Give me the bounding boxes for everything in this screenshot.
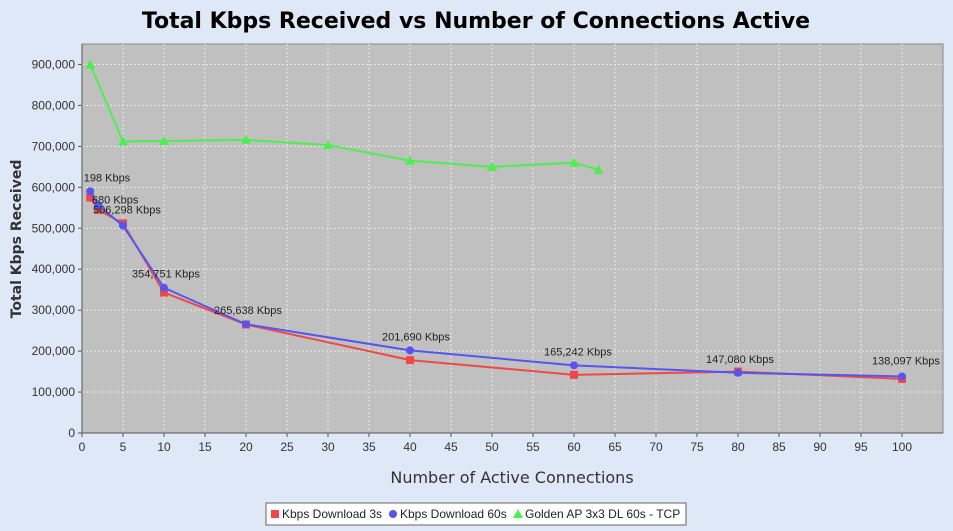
x-axis-label: Number of Active Connections	[390, 468, 633, 487]
series-point	[85, 59, 96, 69]
series-point	[86, 193, 95, 202]
x-tick-label: 35	[362, 440, 376, 454]
series-point	[242, 320, 250, 329]
series-point	[159, 136, 169, 146]
series-point	[405, 155, 415, 165]
y-tick-label: 800,000	[32, 98, 76, 112]
x-tick-label: 25	[280, 440, 294, 454]
x-tick-label: 15	[198, 440, 212, 454]
y-tick-label: 200,000	[32, 344, 76, 358]
data-label: 506,298 Kbps	[93, 205, 161, 217]
legend-marker	[513, 509, 523, 518]
legend-box	[265, 502, 687, 526]
data-label: 165,242 Kbps	[544, 346, 612, 358]
series-point	[118, 136, 128, 146]
x-tick-label: 45	[444, 440, 458, 454]
plot-area	[81, 43, 944, 434]
series-point	[570, 361, 578, 370]
series-point	[570, 370, 578, 379]
y-tick-label: 600,000	[32, 180, 76, 194]
axes: 0 5 10 15 20 25 30 35 40 45 50 55 60 65 70 75 80 85 90 95 10…	[32, 44, 943, 454]
data-label: 138,097 Kbps	[872, 355, 940, 367]
x-tick-label: 75	[690, 440, 704, 454]
x-tick-label: 55	[526, 440, 540, 454]
series-point	[593, 164, 604, 174]
x-tick-label: 85	[772, 440, 786, 454]
x-tick-label: 0	[79, 440, 86, 454]
series-2	[85, 59, 604, 174]
series-layer	[85, 59, 906, 383]
series-point	[734, 368, 742, 377]
series-point	[241, 134, 251, 144]
x-tick-label: 50	[485, 440, 499, 454]
y-tick-label: 100,000	[32, 385, 76, 399]
y-tick-label: 0	[68, 426, 75, 440]
data-label: 147,080 Kbps	[706, 354, 774, 366]
legend-marker	[271, 510, 279, 518]
legend-label: Kbps Download 3s	[282, 507, 382, 521]
series-point	[323, 140, 333, 150]
legend-label: Kbps Download 60s	[400, 507, 507, 521]
data-label: 201,690 Kbps	[382, 331, 450, 343]
series-point	[160, 288, 168, 297]
series-point	[898, 372, 906, 381]
x-tick-label: 95	[854, 440, 868, 454]
x-tick-label: 20	[239, 440, 253, 454]
series-point	[160, 283, 168, 292]
x-tick-label: 10	[157, 440, 171, 454]
data-label: 680 Kbps	[92, 194, 139, 206]
x-tick-label: 60	[567, 440, 581, 454]
series-point	[487, 161, 497, 171]
x-tick-label: 100	[892, 440, 912, 454]
x-tick-label: 70	[649, 440, 663, 454]
chart-title: Total Kbps Received vs Number of Connect…	[142, 9, 810, 34]
series-point	[406, 356, 414, 365]
legend-marker	[389, 510, 397, 518]
data-label: 265,638 Kbps	[214, 305, 282, 317]
x-tick-label: 90	[813, 440, 827, 454]
legend: Kbps Download 3s Kbps Download 60s Golden …	[265, 502, 687, 526]
y-tick-label: 400,000	[32, 262, 76, 276]
data-label: 198 Kbps	[84, 172, 131, 184]
y-tick-label: 900,000	[32, 57, 76, 71]
series-point	[406, 346, 414, 355]
series-point	[119, 221, 127, 230]
x-tick-label: 80	[731, 440, 745, 454]
series-point	[94, 201, 103, 210]
legend-label: Golden AP 3x3 DL 60s - TCP	[525, 507, 680, 521]
series-1	[86, 187, 906, 381]
x-tick-label: 5	[120, 440, 127, 454]
x-tick-label: 65	[608, 440, 622, 454]
series-point	[569, 157, 579, 167]
y-tick-label: 700,000	[32, 139, 76, 153]
series-point	[86, 187, 95, 196]
y-tick-label: 300,000	[32, 303, 76, 317]
y-tick-label: 500,000	[32, 221, 76, 235]
x-tick-label: 30	[321, 440, 335, 454]
series-point	[94, 205, 103, 214]
x-tick-label: 40	[403, 440, 417, 454]
data-label: 354,751 Kbps	[132, 269, 200, 281]
y-axis-label: Total Kbps Received	[9, 160, 25, 319]
